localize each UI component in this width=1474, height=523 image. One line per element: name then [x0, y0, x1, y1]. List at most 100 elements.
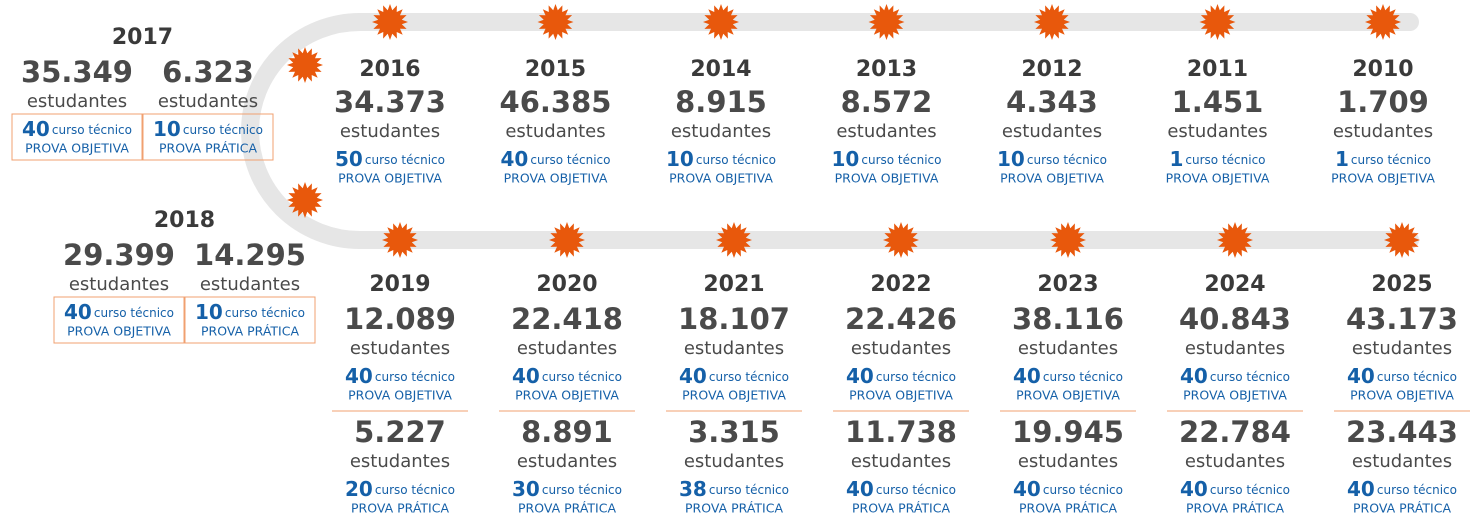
course-line: 40 curso técnico: [64, 300, 174, 324]
student-unit: estudantes: [350, 338, 450, 359]
exam-type: PROVA OBJETIVA: [1183, 388, 1287, 403]
student-count: 6.323: [162, 55, 254, 89]
student-unit: estudantes: [200, 274, 300, 295]
course-label: curso técnico: [1210, 483, 1290, 497]
exam-type: PROVA OBJETIVA: [1000, 171, 1104, 186]
student-unit: estudantes: [1352, 338, 1452, 359]
exam-type: PROVA OBJETIVA: [25, 141, 129, 156]
course-label: curso técnico: [365, 153, 445, 167]
student-unit: estudantes: [851, 338, 951, 359]
course-count: 10: [832, 147, 860, 171]
course-line: 10 curso técnico: [997, 147, 1107, 171]
student-unit: estudantes: [684, 451, 784, 472]
student-unit: estudantes: [350, 451, 450, 472]
course-line: 10 curso técnico: [666, 147, 776, 171]
student-unit: estudantes: [1185, 451, 1285, 472]
student-unit: estudantes: [27, 91, 127, 112]
course-line: 40 curso técnico: [846, 364, 956, 388]
course-count: 50: [335, 147, 363, 171]
track: [241, 13, 1419, 249]
exam-type: PROVA OBJETIVA: [67, 324, 171, 339]
sun-icon: [1199, 4, 1236, 40]
course-line: 40 curso técnico: [846, 477, 956, 501]
course-line: 40 curso técnico: [1013, 364, 1123, 388]
course-count: 10: [666, 147, 694, 171]
course-count: 30: [512, 477, 540, 501]
course-line: 1 curso técnico: [1169, 147, 1265, 171]
student-count: 3.315: [688, 415, 780, 449]
sun-icon: [1384, 222, 1420, 258]
student-count: 43.173: [1346, 302, 1458, 336]
sun-icon: [549, 222, 585, 258]
course-label: curso técnico: [876, 370, 956, 384]
year: 2015: [525, 57, 586, 82]
course-label: curso técnico: [225, 306, 305, 320]
course-label: curso técnico: [1351, 153, 1431, 167]
sun-icon: [372, 4, 408, 40]
course-count: 40: [846, 364, 874, 388]
exam-type: PROVA PRÁTICA: [685, 501, 783, 516]
course-count: 40: [1347, 477, 1375, 501]
student-count: 38.116: [1012, 302, 1124, 336]
student-unit: estudantes: [517, 451, 617, 472]
exam-type: PROVA PRÁTICA: [1353, 501, 1451, 516]
course-label: curso técnico: [542, 370, 622, 384]
student-count: 5.227: [354, 415, 446, 449]
student-count: 40.843: [1179, 302, 1291, 336]
course-count: 40: [1347, 364, 1375, 388]
year: 2020: [536, 272, 597, 297]
year: 2013: [856, 57, 917, 82]
exam-type: PROVA PRÁTICA: [1019, 501, 1117, 516]
student-count: 18.107: [678, 302, 790, 336]
exam-type: PROVA OBJETIVA: [835, 171, 939, 186]
sun-icon: [1217, 222, 1253, 258]
exam-type: PROVA OBJETIVA: [1166, 171, 1270, 186]
year: 2014: [690, 57, 751, 82]
year: 2021: [703, 272, 764, 297]
course-count: 20: [345, 477, 373, 501]
course-count: 40: [1180, 364, 1208, 388]
student-unit: estudantes: [1018, 451, 1118, 472]
student-unit: estudantes: [684, 338, 784, 359]
student-count: 22.418: [511, 302, 623, 336]
course-box: [11, 113, 143, 161]
course-line: 40 curso técnico: [1013, 477, 1123, 501]
course-label: curso técnico: [696, 153, 776, 167]
student-count: 46.385: [500, 85, 612, 119]
course-label: curso técnico: [1185, 153, 1265, 167]
student-count: 8.915: [675, 85, 767, 119]
course-count: 40: [1013, 477, 1041, 501]
sun-icon: [287, 182, 323, 218]
student-unit: estudantes: [1002, 121, 1102, 142]
student-count: 8.891: [521, 415, 613, 449]
course-count: 1: [1169, 147, 1183, 171]
sun-icon: [537, 4, 574, 40]
exam-type: PROVA PRÁTICA: [1186, 501, 1284, 516]
student-count: 29.399: [63, 238, 175, 272]
student-count: 1.709: [1337, 85, 1429, 119]
student-unit: estudantes: [1167, 121, 1267, 142]
student-count: 11.738: [845, 415, 957, 449]
course-label: curso técnico: [1377, 483, 1457, 497]
course-line: 30 curso técnico: [512, 477, 622, 501]
student-count: 22.784: [1179, 415, 1291, 449]
student-unit: estudantes: [671, 121, 771, 142]
exam-type: PROVA OBJETIVA: [682, 388, 786, 403]
student-count: 1.451: [1172, 85, 1264, 119]
year: 2025: [1371, 272, 1432, 297]
course-label: curso técnico: [183, 123, 263, 137]
student-unit: estudantes: [340, 121, 440, 142]
course-line: 40 curso técnico: [1180, 477, 1290, 501]
student-count: 14.295: [194, 238, 306, 272]
year: 2011: [1187, 57, 1248, 82]
course-label: curso técnico: [1043, 370, 1123, 384]
course-line: 40 curso técnico: [1347, 477, 1457, 501]
course-line: 20 curso técnico: [345, 477, 455, 501]
student-unit: estudantes: [517, 338, 617, 359]
sun-icon: [1034, 4, 1070, 40]
year: 2019: [369, 272, 430, 297]
course-count: 40: [501, 147, 529, 171]
course-count: 10: [195, 300, 223, 324]
year: 2018: [154, 208, 215, 233]
